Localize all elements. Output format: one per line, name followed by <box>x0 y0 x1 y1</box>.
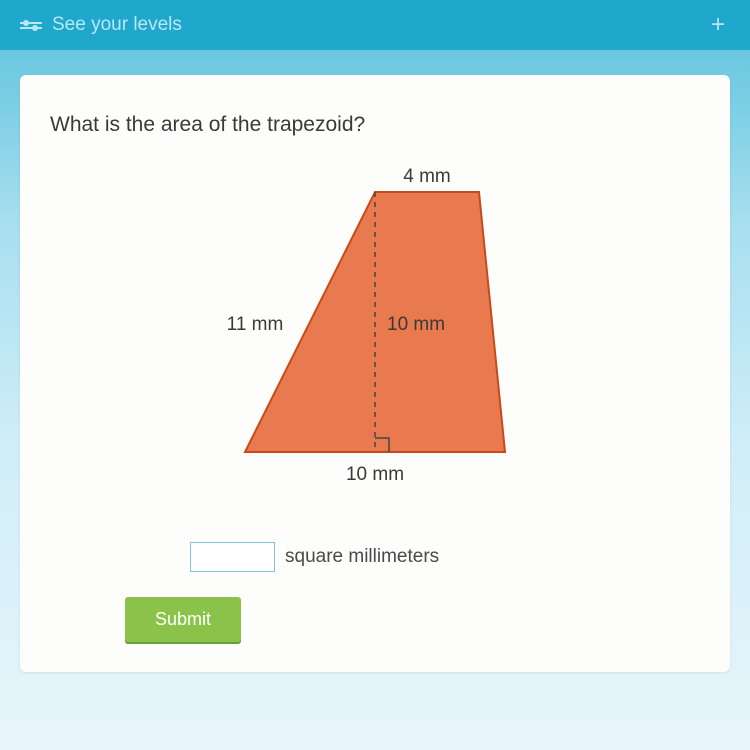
question-prompt: What is the area of the trapezoid? <box>50 113 700 137</box>
see-levels-link[interactable]: See your levels <box>20 14 182 36</box>
answer-row: square millimeters <box>190 542 700 572</box>
submit-button[interactable]: Submit <box>125 597 241 642</box>
see-levels-label: See your levels <box>52 14 182 36</box>
left-dimension-label: 11 mm <box>227 314 284 335</box>
base-dimension-label: 10 mm <box>346 464 404 485</box>
top-bar: See your levels + <box>0 0 750 50</box>
sliders-icon <box>20 22 42 29</box>
trapezoid-figure: 4 mm 11 mm 10 mm 10 mm <box>165 152 585 522</box>
question-card: What is the area of the trapezoid? 4 mm … <box>20 75 730 672</box>
answer-input[interactable] <box>190 542 275 572</box>
height-dimension-label: 10 mm <box>387 314 445 335</box>
figure-container: 4 mm 11 mm 10 mm 10 mm <box>50 152 700 522</box>
top-dimension-label: 4 mm <box>403 166 451 187</box>
plus-icon[interactable]: + <box>711 11 725 39</box>
answer-unit-label: square millimeters <box>285 546 439 568</box>
